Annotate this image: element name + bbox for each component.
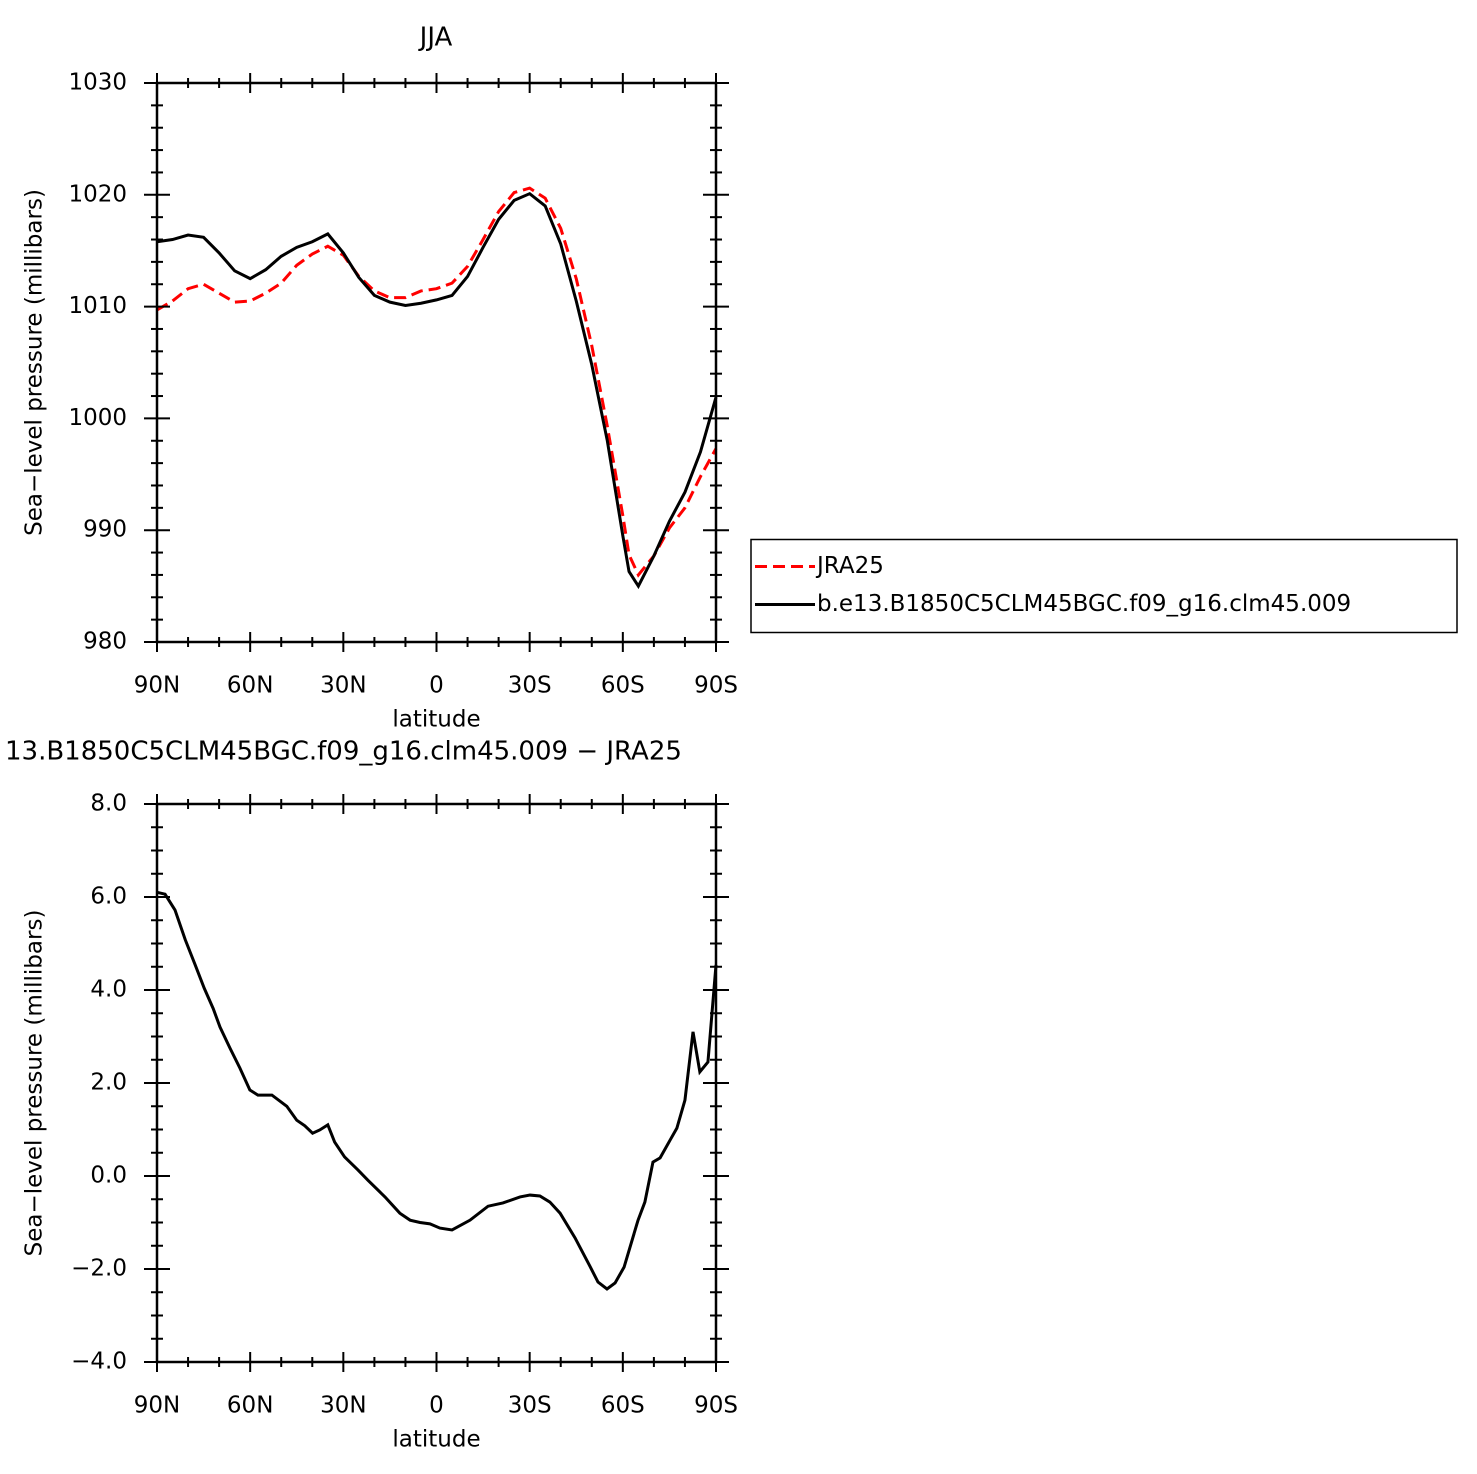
y-tick-label: 0.0: [90, 1163, 127, 1189]
x-tick-label: 30N: [320, 673, 366, 699]
x-tick-label: 90S: [694, 1393, 738, 1419]
y-tick-label: 2.0: [90, 1070, 127, 1096]
x-tick-label: 60S: [601, 673, 645, 699]
x-tick-label: 90N: [134, 673, 180, 699]
y-tick-label: 4.0: [90, 977, 127, 1003]
plot: 90N 60N 30N 0 30S 60S 90S −4.0 −2.0 0.0 2.0 4.0 6.0 8…: [5, 737, 738, 1453]
y-tick-label: −4.0: [71, 1349, 127, 1375]
y-tick-label: −2.0: [71, 1256, 127, 1282]
data-line: [156, 191, 718, 590]
x-tick-label: 30S: [508, 673, 552, 699]
plot: 90N 60N 30N 0 30S 60S 90S 980 990 1000 1010 1020 103…: [22, 23, 1458, 733]
y-tick-label: 1030: [68, 70, 127, 96]
y-tick-label: 1010: [68, 293, 127, 319]
y-axis-label: Sea−level pressure (millibars): [22, 189, 48, 536]
y-tick-label: 6.0: [90, 884, 127, 910]
data-line: [156, 890, 718, 1291]
plot-frame: [155, 802, 718, 1364]
data-line: [156, 186, 718, 578]
legend-box: [750, 538, 1458, 634]
y-tick-label: 1000: [68, 405, 127, 431]
x-tick-label: 90N: [134, 1393, 180, 1419]
y-tick-label: 1020: [68, 181, 127, 207]
x-tick-label: 0: [429, 1393, 444, 1419]
chart-title: JJA: [418, 23, 453, 53]
legend-label: b.e13.B1850C5CLM45BGC.f09_g16.clm45.009: [817, 591, 1351, 617]
x-tick-label: 60N: [227, 1393, 273, 1419]
y-tick-label: 980: [83, 629, 127, 655]
x-axis-label: latitude: [392, 1427, 480, 1453]
chart-title: 13.B1850C5CLM45BGC.f09_g16.clm45.009 − J…: [5, 737, 682, 767]
x-tick-label: 30N: [320, 1393, 366, 1419]
y-axis-label: Sea−level pressure (millibars): [22, 910, 48, 1257]
x-tick-label: 30S: [508, 1393, 552, 1419]
x-tick-label: 60N: [227, 673, 273, 699]
x-axis-label: latitude: [392, 707, 480, 733]
x-tick-label: 60S: [601, 1393, 645, 1419]
legend-label: JRA25: [815, 553, 884, 579]
x-tick-label: 0: [429, 673, 444, 699]
y-tick-label: 990: [83, 517, 127, 543]
x-tick-label: 90S: [694, 673, 738, 699]
y-tick-label: 8.0: [90, 791, 127, 817]
